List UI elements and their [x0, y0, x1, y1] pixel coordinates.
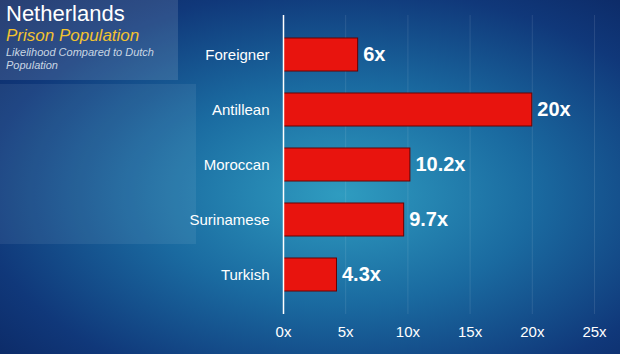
svg-text:0x: 0x	[276, 323, 292, 340]
html-text:Prison Population: Prison Population	[6, 26, 140, 45]
svg-text:Antillean: Antillean	[212, 101, 270, 118]
svg-text:20x: 20x	[520, 323, 545, 340]
html-text:Likelihood Compared to Dutch P: Likelihood Compared to Dutch Population	[6, 46, 154, 71]
svg-text:20x: 20x	[537, 98, 570, 120]
svg-text:Turkish: Turkish	[221, 266, 270, 283]
svg-text:15x: 15x	[458, 323, 483, 340]
svg-text:9.7x: 9.7x	[409, 208, 448, 230]
svg-text:5x: 5x	[338, 323, 354, 340]
svg-text:25x: 25x	[582, 323, 607, 340]
svg-text:6x: 6x	[363, 43, 385, 65]
svg-text:10x: 10x	[396, 323, 421, 340]
html-text:Netherlands: Netherlands	[6, 1, 125, 26]
svg-text:4.3x: 4.3x	[342, 263, 381, 285]
svg-text:10.2x: 10.2x	[415, 153, 465, 175]
svg-text:Moroccan: Moroccan	[204, 156, 270, 173]
svg-text:Surinamese: Surinamese	[189, 211, 269, 228]
svg-text:Foreigner: Foreigner	[205, 46, 269, 63]
